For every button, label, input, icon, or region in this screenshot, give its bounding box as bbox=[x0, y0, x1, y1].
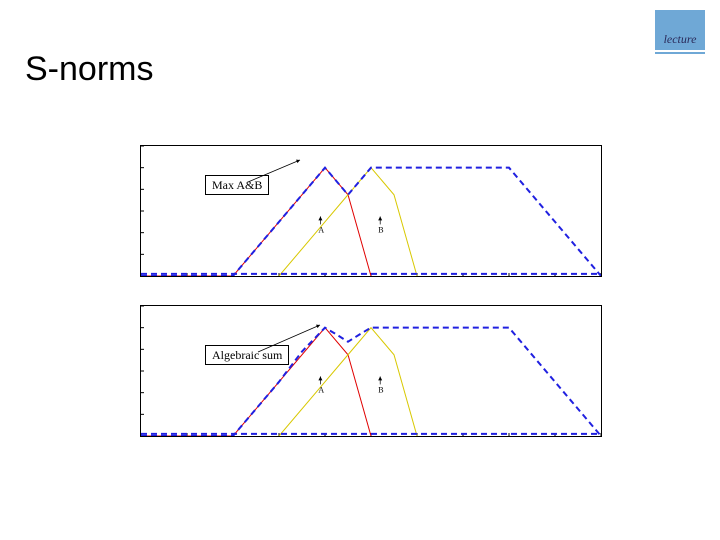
chart-max-svg: AB bbox=[141, 146, 601, 276]
chart-algsum-svg: AB bbox=[141, 306, 601, 436]
label-algsum-text: Algebraic sum bbox=[212, 348, 282, 362]
label-algsum: Algebraic sum bbox=[205, 345, 289, 365]
logo-text: lecture bbox=[664, 32, 697, 47]
logo-divider bbox=[655, 52, 705, 54]
page-title: S-norms bbox=[25, 50, 153, 89]
label-max-text: Max A&B bbox=[212, 178, 262, 192]
chart-algsum: AB bbox=[140, 305, 602, 437]
svg-text:A: A bbox=[318, 225, 324, 234]
svg-text:B: B bbox=[378, 385, 383, 394]
svg-text:A: A bbox=[318, 385, 324, 394]
label-max: Max A&B bbox=[205, 175, 269, 195]
chart-max: AB bbox=[140, 145, 602, 277]
svg-text:B: B bbox=[378, 225, 383, 234]
logo-badge: lecture bbox=[655, 10, 705, 50]
